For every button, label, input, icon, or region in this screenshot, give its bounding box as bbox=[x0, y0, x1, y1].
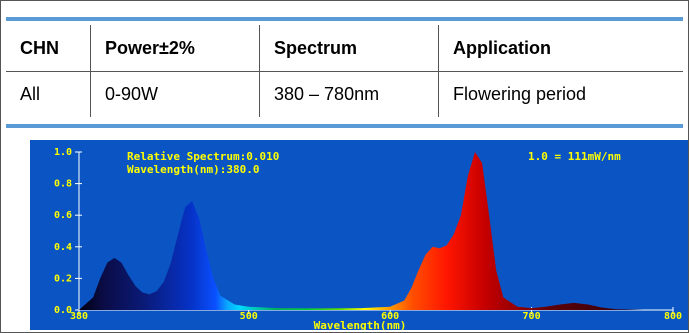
annotation-relative-spectrum: Relative Spectrum:0.010 bbox=[127, 150, 279, 163]
spectrum-chart: 0.0 0.2 0.4 0.6 0.8 1.0 380 500 600 700 800 Relati… bbox=[30, 140, 688, 330]
header-cell: Spectrum bbox=[259, 25, 439, 72]
x-tick-label: 380 bbox=[70, 311, 88, 322]
annotation-wavelength: Wavelength(nm):380.0 bbox=[127, 163, 259, 176]
top-rule bbox=[6, 17, 683, 21]
y-tick-label: 0.8 bbox=[54, 179, 72, 190]
y-tick-label: 0.4 bbox=[54, 242, 72, 253]
x-tick-label: 800 bbox=[664, 311, 682, 322]
y-tick-label: 0.2 bbox=[54, 273, 72, 284]
annotation-scale: 1.0 = 111mW/nm bbox=[528, 150, 621, 163]
y-tick-label: 0.0 bbox=[54, 305, 72, 316]
spec-table: CHN Power±2% Spectrum Application All 0-… bbox=[6, 25, 683, 117]
spectrum-chart-svg: 0.0 0.2 0.4 0.6 0.8 1.0 380 500 600 700 800 Relati… bbox=[54, 147, 682, 330]
table-cell: 380 – 780nm bbox=[259, 71, 439, 117]
table-cell: Flowering period bbox=[438, 71, 683, 117]
mid-rule bbox=[6, 124, 683, 128]
y-tick-label: 1.0 bbox=[54, 147, 72, 158]
x-tick-label: 500 bbox=[240, 311, 258, 322]
header-cell: Application bbox=[438, 25, 683, 72]
table-header-row: CHN Power±2% Spectrum Application bbox=[6, 25, 683, 72]
header-cell: CHN bbox=[6, 25, 91, 72]
x-axis-title: Wavelength(nm) bbox=[314, 319, 407, 330]
table-cell: 0-90W bbox=[90, 71, 260, 117]
tick-labels: 0.0 0.2 0.4 0.6 0.8 1.0 380 500 600 700 800 bbox=[54, 147, 682, 322]
table-cell: All bbox=[6, 71, 91, 117]
x-tick-label: 700 bbox=[523, 311, 541, 322]
table-row: All 0-90W 380 – 780nm Flowering period bbox=[6, 71, 683, 117]
header-cell: Power±2% bbox=[90, 25, 260, 72]
x-tick-label: 600 bbox=[381, 311, 399, 322]
spectrum-area bbox=[79, 152, 673, 310]
y-tick-label: 0.6 bbox=[54, 210, 72, 221]
